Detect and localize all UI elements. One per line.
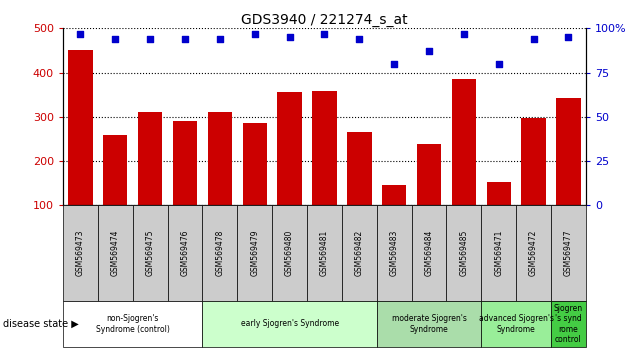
Point [459, 31, 469, 36]
Bar [342, 205, 377, 301]
Bar [417, 144, 441, 205]
Point [285, 34, 295, 40]
Text: early Sjogren's Syndrome: early Sjogren's Syndrome [241, 319, 339, 329]
Text: GSM569471: GSM569471 [495, 230, 503, 276]
Bar [133, 205, 168, 301]
Text: GSM569476: GSM569476 [181, 230, 190, 276]
Bar [98, 205, 133, 301]
Text: moderate Sjogren's
Syndrome: moderate Sjogren's Syndrome [392, 314, 466, 333]
Point [424, 48, 434, 54]
Text: GSM569481: GSM569481 [320, 230, 329, 276]
Bar [481, 205, 516, 301]
Point [145, 36, 155, 42]
Bar [202, 205, 238, 301]
Point [529, 36, 539, 42]
Bar [551, 301, 586, 347]
Bar [347, 132, 372, 205]
Text: GSM569472: GSM569472 [529, 230, 538, 276]
Point [180, 36, 190, 42]
Text: GSM569480: GSM569480 [285, 230, 294, 276]
Bar [522, 118, 546, 205]
Bar [377, 301, 481, 347]
Bar [312, 91, 336, 205]
Bar [481, 301, 551, 347]
Bar [173, 121, 197, 205]
Text: GSM569483: GSM569483 [390, 230, 399, 276]
Text: GSM569485: GSM569485 [459, 230, 468, 276]
Text: advanced Sjogren's
Syndrome: advanced Sjogren's Syndrome [479, 314, 554, 333]
Text: non-Sjogren's
Syndrome (control): non-Sjogren's Syndrome (control) [96, 314, 169, 333]
Point [319, 31, 329, 36]
Bar [447, 205, 481, 301]
Bar [307, 205, 342, 301]
Bar [208, 113, 232, 205]
Text: Sjogren
's synd
rome
control: Sjogren 's synd rome control [554, 304, 583, 344]
Bar [556, 98, 581, 205]
Text: GSM569475: GSM569475 [146, 230, 154, 276]
Bar [272, 205, 307, 301]
Text: disease state ▶: disease state ▶ [3, 319, 79, 329]
Point [249, 31, 260, 36]
Point [354, 36, 364, 42]
Bar [516, 205, 551, 301]
Bar [243, 124, 267, 205]
Bar [277, 92, 302, 205]
Bar [452, 79, 476, 205]
Title: GDS3940 / 221274_s_at: GDS3940 / 221274_s_at [241, 13, 408, 27]
Bar [168, 205, 202, 301]
Bar [238, 205, 272, 301]
Bar [202, 301, 377, 347]
Text: GSM569474: GSM569474 [111, 230, 120, 276]
Bar [63, 301, 202, 347]
Text: GSM569478: GSM569478 [215, 230, 224, 276]
Point [389, 61, 399, 67]
Text: GSM569482: GSM569482 [355, 230, 364, 276]
Bar [377, 205, 411, 301]
Text: GSM569473: GSM569473 [76, 230, 85, 276]
Text: GSM569479: GSM569479 [250, 230, 259, 276]
Text: GSM569477: GSM569477 [564, 230, 573, 276]
Bar [138, 113, 163, 205]
Bar [411, 205, 447, 301]
Point [76, 31, 86, 36]
Point [215, 36, 225, 42]
Bar [63, 205, 98, 301]
Point [563, 34, 573, 40]
Bar [68, 51, 93, 205]
Text: GSM569484: GSM569484 [425, 230, 433, 276]
Bar [103, 135, 127, 205]
Point [110, 36, 120, 42]
Bar [551, 205, 586, 301]
Point [494, 61, 504, 67]
Bar [382, 185, 406, 205]
Bar [486, 182, 511, 205]
